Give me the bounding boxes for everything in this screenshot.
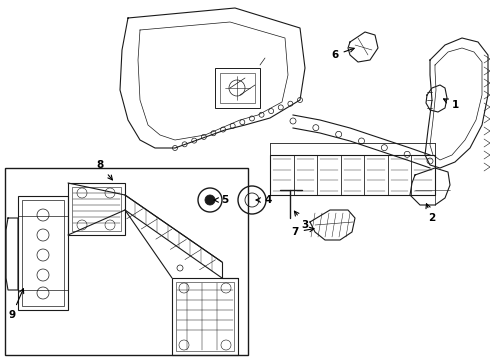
Text: 2: 2 — [426, 204, 436, 223]
Bar — [341, 155, 364, 195]
Text: 3: 3 — [294, 211, 309, 230]
Text: 6: 6 — [331, 48, 354, 60]
Bar — [294, 155, 317, 195]
Bar — [18, 196, 68, 310]
Text: 9: 9 — [8, 289, 24, 320]
Bar — [5, 168, 248, 355]
Bar — [176, 282, 234, 351]
Text: 4: 4 — [256, 195, 271, 205]
Bar — [22, 200, 64, 306]
Text: 1: 1 — [443, 99, 459, 110]
Text: 8: 8 — [97, 160, 112, 180]
Bar — [412, 155, 435, 195]
Bar — [270, 155, 435, 195]
Bar — [317, 155, 341, 195]
Bar — [220, 73, 255, 103]
Circle shape — [205, 195, 215, 205]
Bar — [270, 155, 294, 195]
Bar — [215, 68, 260, 108]
Bar — [364, 155, 388, 195]
Bar — [72, 187, 121, 231]
Bar — [68, 183, 125, 235]
Text: 7: 7 — [292, 227, 314, 237]
Text: 5: 5 — [214, 195, 229, 205]
Bar — [388, 155, 412, 195]
Bar — [172, 278, 238, 355]
